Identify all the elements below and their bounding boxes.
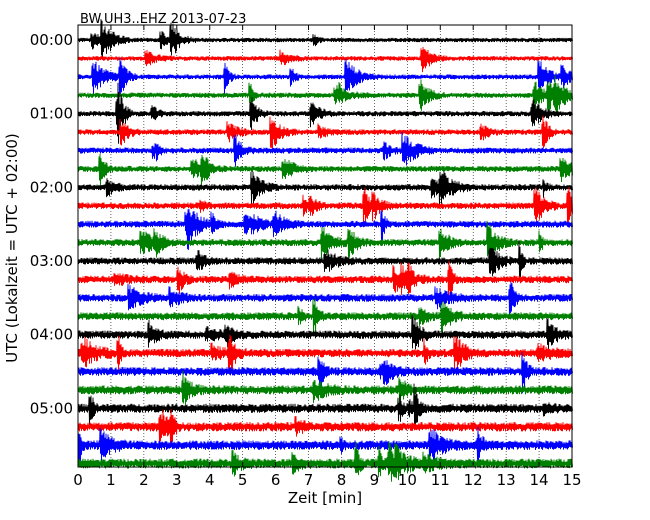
trace-0400 [78, 315, 573, 349]
trace-0115 [78, 116, 573, 150]
x-tick-label-1: 1 [106, 471, 116, 489]
trace-0215 [78, 187, 573, 226]
x-tick-label-3: 3 [172, 471, 182, 489]
x-tick-label-11: 11 [431, 471, 450, 489]
x-tick-label-4: 4 [205, 471, 215, 489]
trace-0200 [78, 172, 573, 208]
trace-0330 [78, 282, 573, 316]
x-tick-label-12: 12 [464, 471, 483, 489]
x-tick-label-13: 13 [497, 471, 516, 489]
x-tick-label-5: 5 [238, 471, 248, 489]
seismic-traces [78, 19, 573, 482]
y-tick-label-5: 05:00 [30, 399, 73, 417]
x-tick-label-6: 6 [271, 471, 281, 489]
y-axis-ticks: 00:00 01:00 02:00 03:00 04:00 05:00 [30, 31, 83, 417]
x-tick-label-14: 14 [530, 471, 549, 489]
chart-title: BW.UH3..EHZ 2013-07-23 [80, 12, 246, 27]
y-axis-label: UTC (Lokalzeit = UTC + 02:00) [3, 133, 21, 363]
y-tick-label-1: 01:00 [30, 105, 73, 123]
y-tick-label-0: 00:00 [30, 31, 73, 49]
x-axis-label: Zeit [min] [288, 489, 362, 507]
x-tick-label-0: 0 [73, 471, 83, 489]
y-tick-label-2: 02:00 [30, 178, 73, 196]
trace-0530 [78, 427, 573, 464]
x-tick-label-9: 9 [370, 471, 380, 489]
y-tick-label-3: 03:00 [30, 252, 73, 270]
x-tick-label-8: 8 [337, 471, 347, 489]
y-tick-label-4: 04:00 [30, 326, 73, 344]
x-tick-label-10: 10 [398, 471, 417, 489]
x-tick-label-2: 2 [139, 471, 149, 489]
x-tick-label-15: 15 [562, 471, 581, 489]
trace-0015 [78, 47, 573, 72]
x-tick-label-7: 7 [304, 471, 314, 489]
